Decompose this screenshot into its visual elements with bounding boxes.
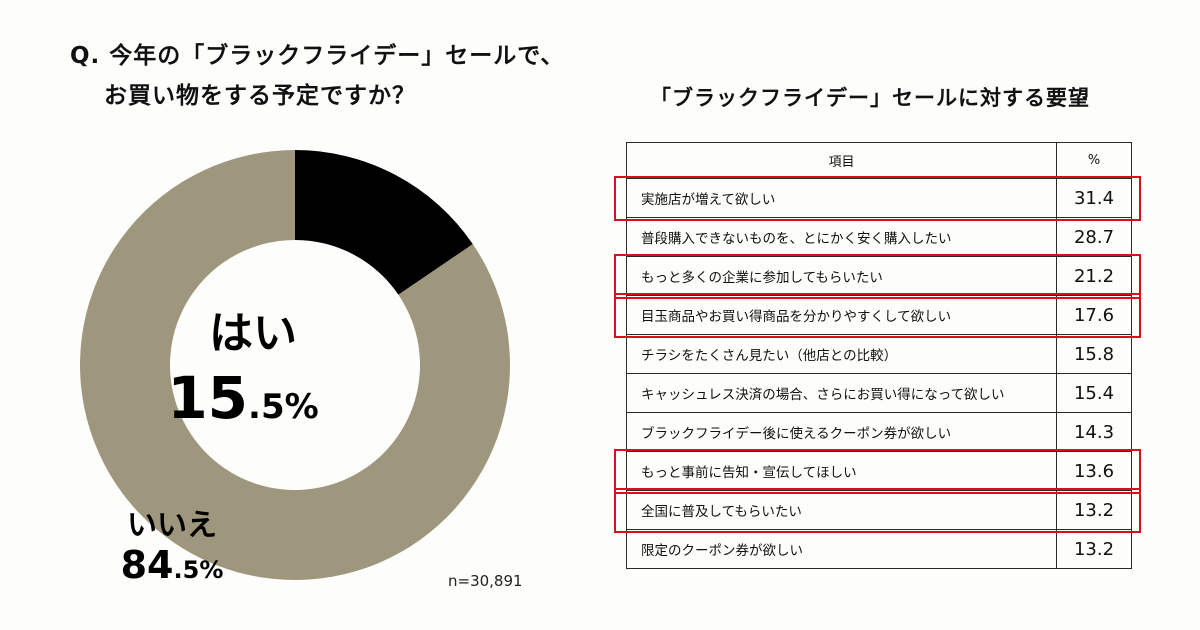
header-percent: % (1056, 142, 1132, 179)
yes-label: はい (209, 308, 297, 359)
row-item: 実施店が増えて欲しい (626, 178, 1057, 218)
row-value: 31.4 (1056, 178, 1132, 218)
row-value: 13.6 (1056, 451, 1132, 491)
row-item: 全国に普及してもらいたい (626, 490, 1057, 530)
donut-slice-no (80, 150, 511, 580)
question-line-1: Q. 今年の「ブラックフライデー」セールで、 (70, 43, 565, 69)
table-row: もっと事前に告知・宣伝してほしい 13.6 (626, 451, 1132, 491)
sample-size: n=30,891 (448, 572, 523, 590)
table-row: もっと多くの企業に参加してもらいたい 21.2 (626, 256, 1132, 296)
table-row: 全国に普及してもらいたい 13.2 (626, 490, 1132, 530)
table-row: キャッシュレス決済の場合、さらにお買い得になって欲しい 15.4 (626, 373, 1132, 413)
header-item: 項目 (626, 142, 1057, 179)
row-value: 15.4 (1056, 373, 1132, 413)
table-row: 実施店が増えて欲しい 31.4 (626, 178, 1132, 218)
row-item: キャッシュレス決済の場合、さらにお買い得になって欲しい (626, 373, 1057, 413)
request-table-container: 項目 % 実施店が増えて欲しい 31.4 普段購入できないものを、とにかく安く購入し… (614, 142, 1141, 569)
row-value: 13.2 (1056, 529, 1132, 569)
row-value: 14.3 (1056, 412, 1132, 452)
row-value: 28.7 (1056, 217, 1132, 257)
no-label: いいえ (127, 508, 217, 543)
donut-slice-yes (295, 150, 473, 295)
yes-value: 15.5% (167, 364, 318, 432)
table-title: 「ブラックフライデー」セールに対する要望 (650, 86, 1090, 110)
row-item: 目玉商品やお買い得商品を分かりやすくして欲しい (626, 295, 1057, 335)
row-value: 17.6 (1056, 295, 1132, 335)
table-row: ブラックフライデー後に使えるクーポン券が欲しい 14.3 (626, 412, 1132, 452)
question-title: Q. 今年の「ブラックフライデー」セールで、 お買い物をする予定ですか？ (70, 36, 564, 116)
donut-chart: はい 15.5% いいえ 84.5% (80, 150, 511, 587)
row-item: 普段購入できないものを、とにかく安く購入したい (626, 217, 1057, 257)
row-value: 13.2 (1056, 490, 1132, 530)
row-value: 21.2 (1056, 256, 1132, 296)
table-row: 限定のクーポン券が欲しい 13.2 (626, 529, 1132, 569)
row-item: チラシをたくさん見たい（他店との比較） (626, 334, 1057, 374)
row-item: ブラックフライデー後に使えるクーポン券が欲しい (626, 412, 1057, 452)
request-table: 項目 % 実施店が増えて欲しい 31.4 普段購入できないものを、とにかく安く購入し… (626, 142, 1132, 569)
row-item: もっと事前に告知・宣伝してほしい (626, 451, 1057, 491)
table-row: 目玉商品やお買い得商品を分かりやすくして欲しい 17.6 (626, 295, 1132, 335)
question-line-2: お買い物をする予定ですか？ (104, 83, 416, 109)
table-row: 普段購入できないものを、とにかく安く購入したい 28.7 (626, 217, 1132, 257)
row-item: 限定のクーポン券が欲しい (626, 529, 1057, 569)
row-item: もっと多くの企業に参加してもらいたい (626, 256, 1057, 296)
table-row: チラシをたくさん見たい（他店との比較） 15.8 (626, 334, 1132, 374)
table-header-row: 項目 % (626, 142, 1132, 179)
row-value: 15.8 (1056, 334, 1132, 374)
no-value: 84.5% (121, 543, 224, 587)
